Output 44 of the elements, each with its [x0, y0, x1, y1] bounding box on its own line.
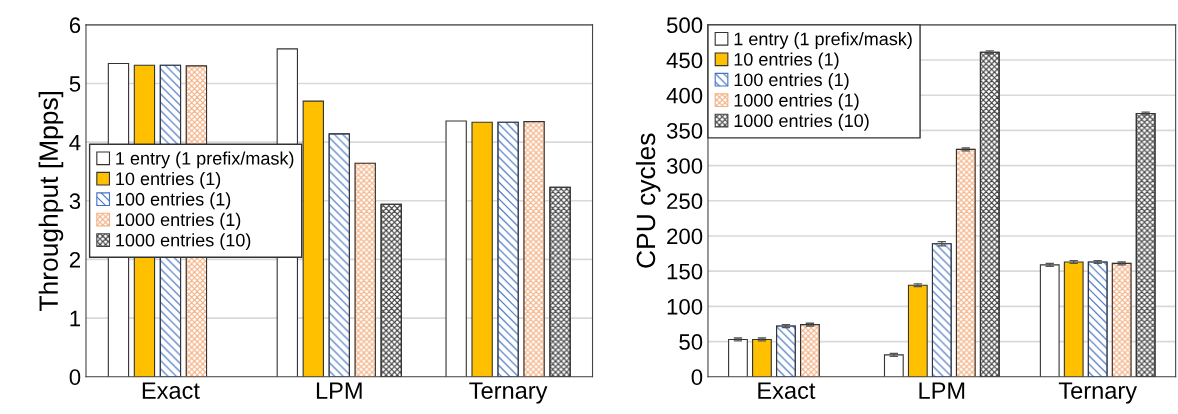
y-axis-title: CPU cycles: [635, 133, 661, 268]
y-axis-title: Throughput [Mpps]: [38, 91, 64, 311]
legend-label: 1000 entries (1): [116, 212, 241, 230]
x-tick-label: Exact: [758, 382, 816, 399]
x-tick-label: LPM: [316, 382, 362, 399]
bar: [445, 120, 467, 377]
bar: [883, 354, 904, 377]
y-tick-label: 50: [679, 334, 703, 350]
y-tick-label: 350: [666, 122, 703, 139]
legend-label: 100 entries (1): [116, 192, 231, 210]
legend-label: 1 entry (1 prefix/mask): [734, 32, 912, 49]
y-tick-label: 250: [667, 193, 703, 210]
bar: [907, 284, 928, 377]
y-tick-label: 450: [666, 52, 703, 69]
y-tick-label: 6: [69, 17, 81, 34]
bar: [728, 338, 748, 377]
bar: [1063, 261, 1084, 377]
y-tick-label: 500: [666, 17, 703, 34]
legend-label: 10 entries (1): [116, 171, 221, 189]
y-tick-label: 400: [666, 87, 703, 104]
legend-label: 1000 entries (10): [116, 233, 251, 251]
x-tick-label: Ternary: [1058, 382, 1138, 404]
y-tick-label: 3: [69, 193, 81, 210]
legend-label: 10 entries (1): [734, 52, 839, 70]
legend-label: 100 entries (1): [734, 72, 849, 90]
x-tick-label: Ternary: [469, 382, 548, 404]
legend-label: 1000 entries (10): [734, 113, 869, 131]
y-tick-label: 300: [666, 158, 703, 174]
y-tick-label: 150: [667, 263, 703, 280]
x-tick-label: Exact: [142, 382, 200, 399]
bar: [471, 121, 493, 377]
bar: [752, 338, 772, 377]
y-tick-label: 4: [69, 134, 81, 151]
y-tick-label: 1: [70, 310, 81, 327]
y-tick-label: 200: [667, 228, 703, 245]
legend-label: 1 entry (1 prefix/mask): [116, 151, 294, 169]
y-tick-label: 5: [69, 76, 81, 92]
x-tick-label: LPM: [919, 382, 965, 399]
y-tick-label: 2: [69, 251, 81, 268]
legend-label: 1000 entries (1): [734, 93, 859, 111]
y-tick-label: 100: [667, 298, 703, 315]
bar: [1039, 264, 1060, 377]
y-tick-label: 0: [69, 369, 81, 386]
y-tick-label: 0: [691, 369, 703, 386]
